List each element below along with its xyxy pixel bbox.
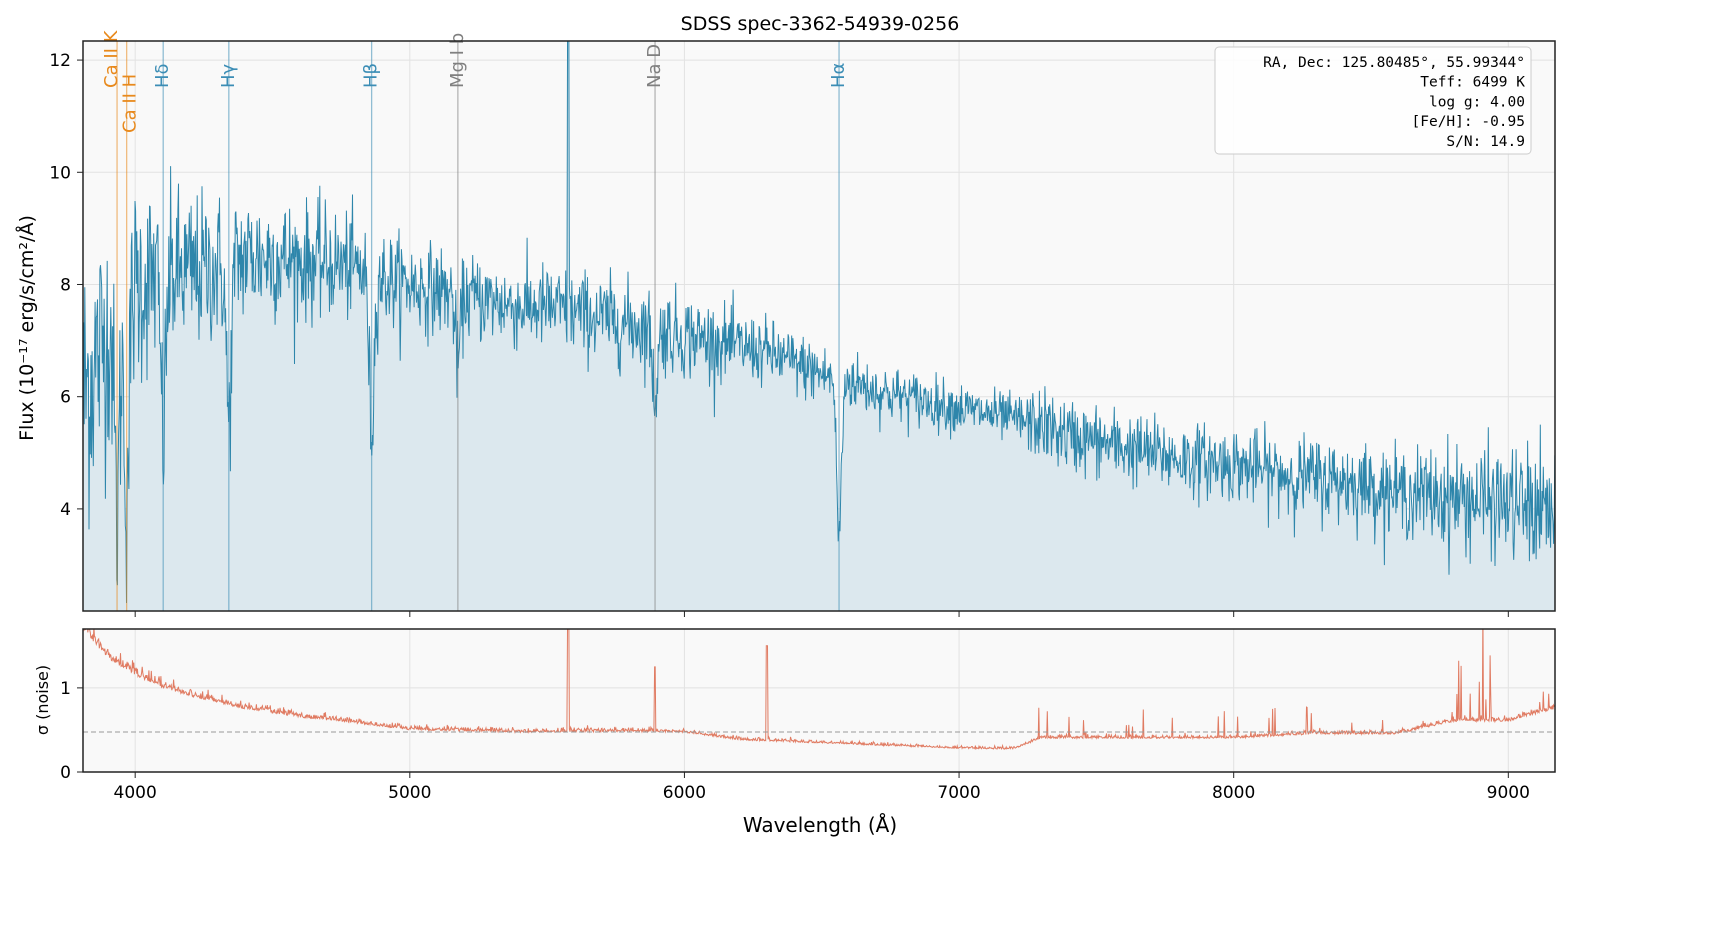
plot-background [83, 629, 1555, 772]
x-tick-label: 6000 [663, 783, 706, 803]
spectral-line-label: Hδ [152, 63, 173, 88]
spectral-line-label: Ca II K [101, 29, 122, 88]
info-box-line: Teff: 6499 K [1420, 75, 1525, 91]
x-tick-label: 8000 [1212, 783, 1255, 803]
info-box: RA, Dec: 125.80485°, 55.99344° Teff: 6499… [1214, 46, 1532, 155]
axes-frame [82, 628, 1556, 773]
info-box-line: log g: 4.00 [1429, 94, 1525, 110]
flux-series [83, 41, 1555, 611]
spectral-line-label: Ca II H [120, 74, 141, 133]
spectral-line-label: Na D [644, 44, 665, 88]
flux-line [83, 41, 1555, 604]
x-tick-label: 5000 [388, 783, 431, 803]
x-tick-label: 4000 [114, 783, 157, 803]
y-tick-label: 0 [60, 763, 71, 783]
noise-panel: 4000 5000 6000 7000 8000 9000 0 1 [60, 629, 1555, 803]
spectral-line-label: Hγ [218, 63, 239, 88]
chart-title: SDSS spec-3362-54939-0256 [681, 13, 960, 35]
y-tick-label: 4 [60, 500, 71, 520]
spectral-line-label: Mg I b [447, 33, 468, 88]
y-tick-label: 6 [60, 388, 71, 408]
y-axis-label-noise: σ (noise) [33, 665, 52, 735]
spectral-line-label: Hβ [361, 63, 382, 88]
y-tick-label: 1 [60, 679, 71, 699]
info-box-line: [Fe/H]: -0.95 [1412, 114, 1526, 130]
spectral-line-label: Hα [828, 63, 849, 88]
y-tick-label: 8 [60, 275, 71, 295]
info-box-line: RA, Dec: 125.80485°, 55.99344° [1263, 55, 1525, 71]
y-axis-label-flux: Flux (10⁻¹⁷ erg/s/cm²/Å) [15, 215, 38, 441]
info-box-line: S/N: 14.9 [1446, 134, 1525, 150]
x-tick-label: 7000 [937, 783, 980, 803]
y-tick-label: 10 [49, 163, 71, 183]
axes-frame [82, 40, 1556, 612]
x-axis-label: Wavelength (Å) [743, 813, 897, 837]
y-tick-label: 12 [49, 51, 71, 71]
x-tick-label: 9000 [1487, 783, 1530, 803]
flux-fill [83, 41, 1555, 611]
